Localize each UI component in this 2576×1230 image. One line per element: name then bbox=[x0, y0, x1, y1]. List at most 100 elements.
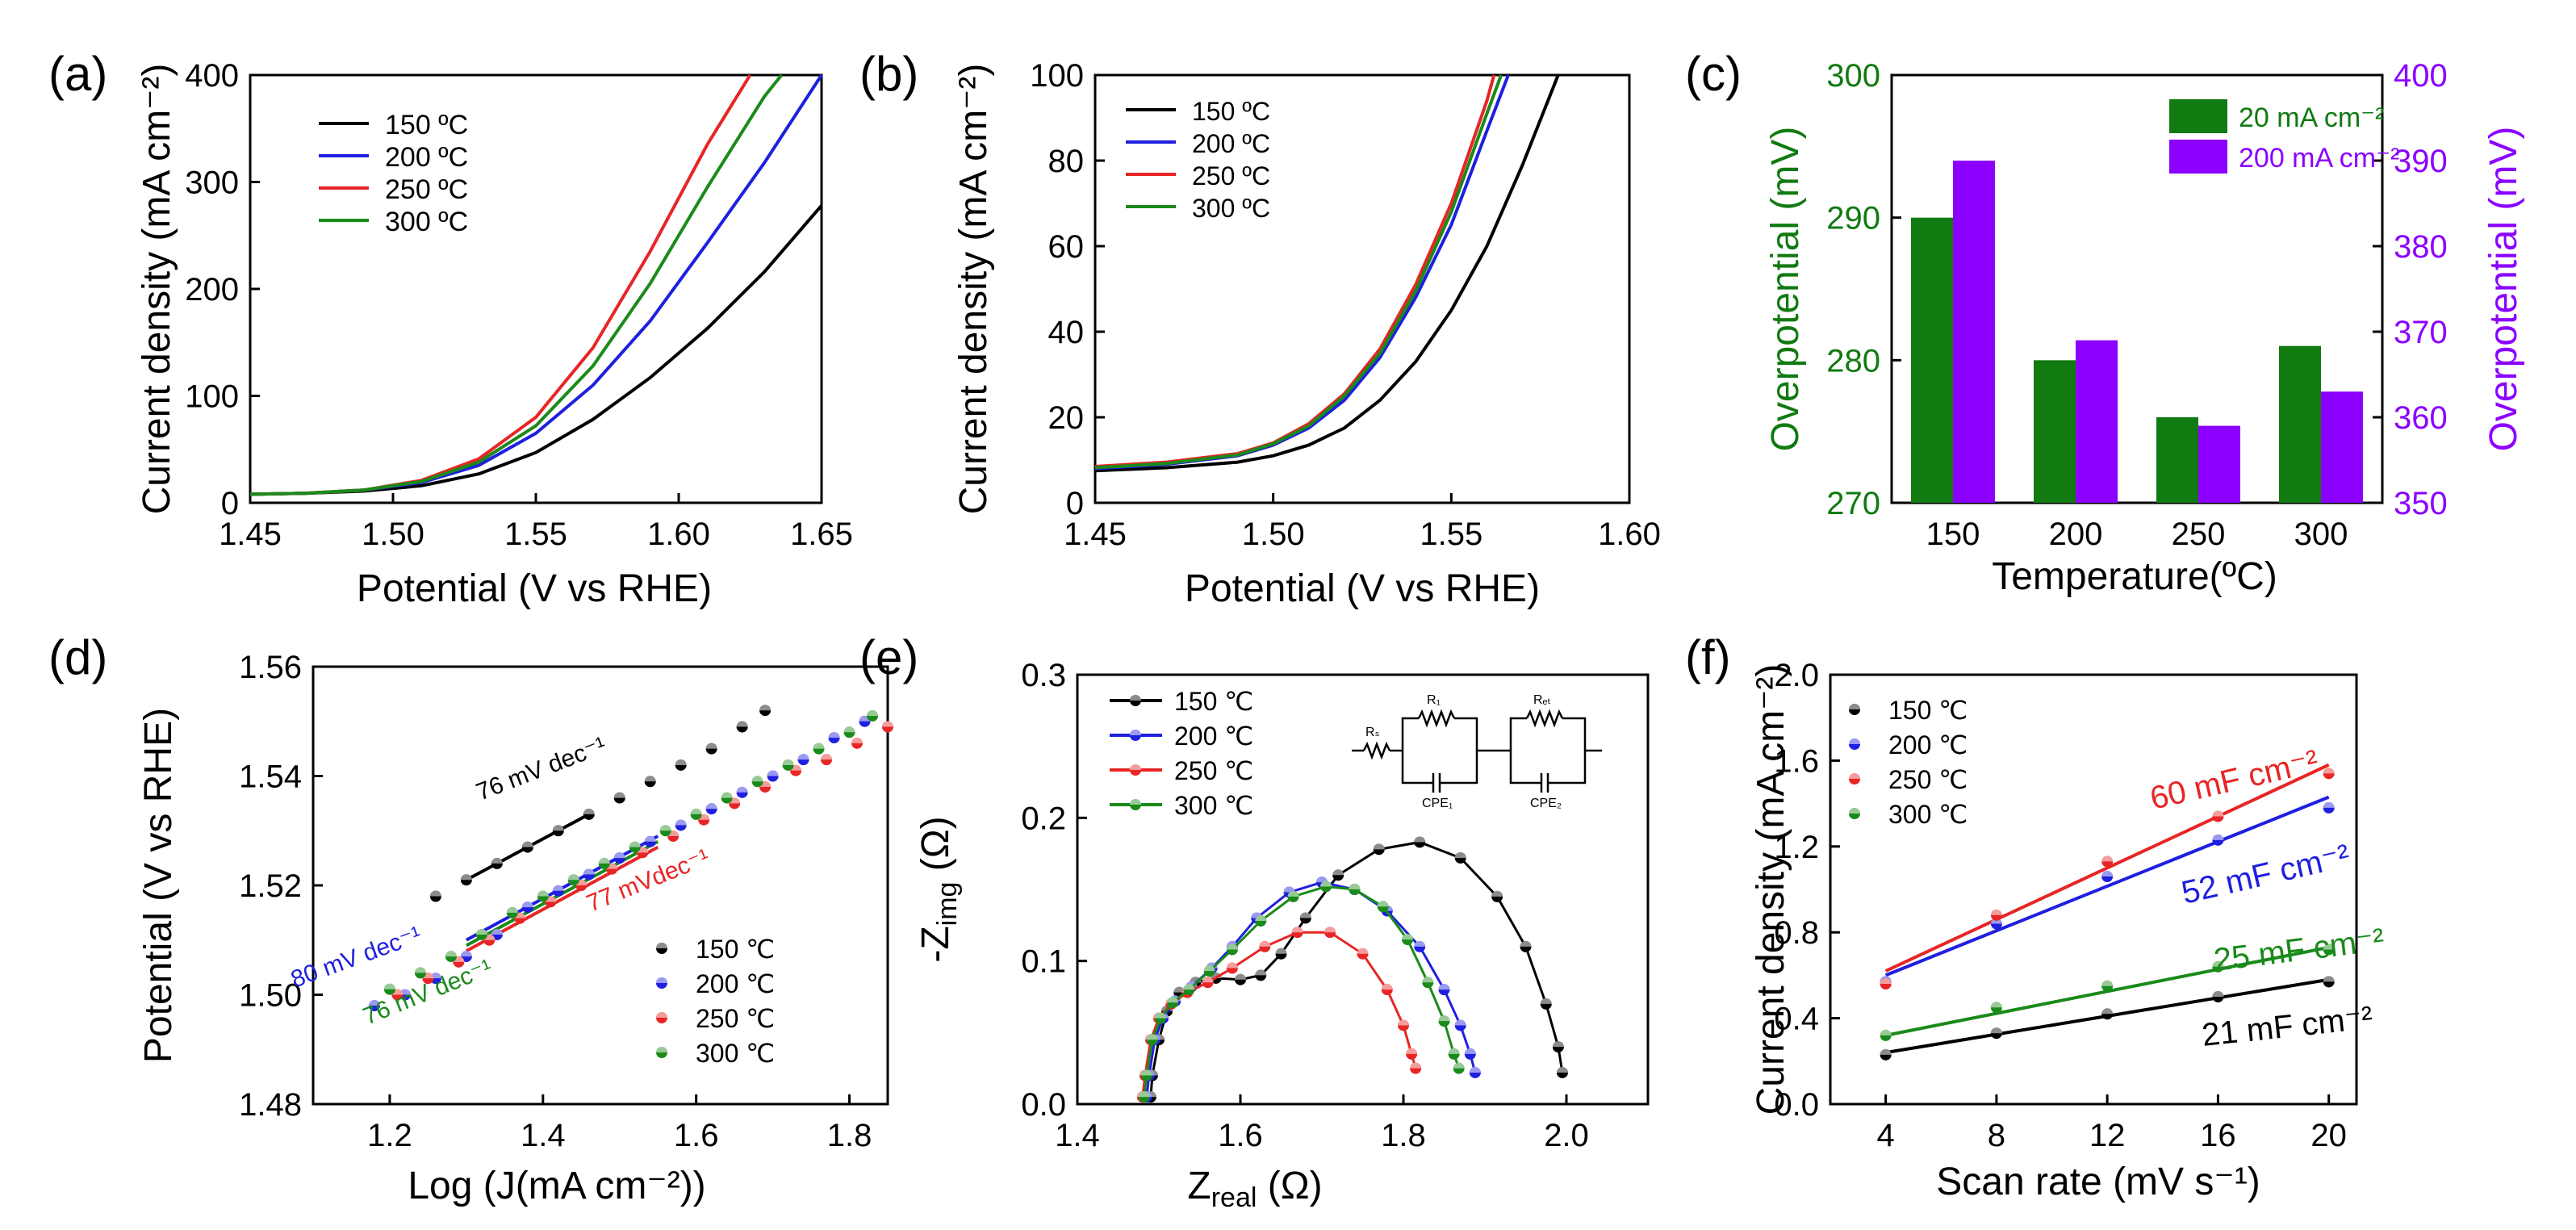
wire bbox=[1440, 751, 1478, 784]
legend-entry-f: 300 ℃ bbox=[1888, 800, 1968, 829]
data-point-f bbox=[2323, 768, 2335, 780]
y-axis-label-a: Current density (mA cm⁻²) bbox=[136, 64, 178, 515]
data-point-d bbox=[368, 1000, 380, 1012]
data-point-d bbox=[383, 983, 395, 995]
data-point-highlight bbox=[656, 1012, 667, 1018]
x-tick-label-e: 1.4 bbox=[1055, 1118, 1100, 1153]
y-label-sub: img bbox=[932, 882, 963, 927]
resistor-rct bbox=[1525, 709, 1564, 728]
wire bbox=[1509, 751, 1541, 784]
data-point-e bbox=[1255, 969, 1267, 981]
y-tick-label-a: 100 bbox=[185, 379, 239, 415]
x-tick-label-c: 200 bbox=[2049, 517, 2103, 552]
data-point-highlight bbox=[567, 874, 579, 881]
x-tick-label-a: 1.65 bbox=[790, 517, 853, 552]
data-point-e bbox=[1140, 1069, 1152, 1081]
data-point-highlight bbox=[644, 835, 656, 842]
legend-entry-f: 200 ℃ bbox=[1888, 730, 1968, 759]
legend-entry-a: 250 ºC bbox=[385, 174, 468, 205]
data-point-e bbox=[1291, 927, 1303, 939]
data-point-d bbox=[552, 825, 564, 837]
data-point-highlight bbox=[521, 841, 533, 847]
y-tick-label-b: 40 bbox=[1048, 315, 1085, 350]
data-point-highlight bbox=[659, 825, 671, 831]
data-point-highlight bbox=[690, 808, 702, 814]
data-point-f bbox=[1990, 1002, 2002, 1014]
y-tick-label-c: 270 bbox=[1826, 486, 1880, 521]
data-point-e-legend bbox=[1130, 764, 1141, 776]
data-point-highlight bbox=[1849, 773, 1860, 779]
x-tick-label-f: 16 bbox=[2200, 1118, 2236, 1153]
data-point-e bbox=[1469, 1066, 1481, 1078]
data-point-highlight bbox=[1259, 940, 1271, 947]
legend-entry-e: 150 ℃ bbox=[1174, 687, 1253, 716]
data-point-highlight bbox=[1540, 998, 1552, 1004]
data-point-highlight bbox=[1438, 1015, 1450, 1022]
circuit-label: CPE₂ bbox=[1530, 797, 1562, 810]
data-point-highlight bbox=[1990, 909, 2002, 915]
data-point-highlight bbox=[675, 759, 687, 765]
legend-entry-d: 250 ℃ bbox=[696, 1004, 775, 1033]
data-point-highlight bbox=[843, 726, 855, 733]
data-point-highlight bbox=[2323, 768, 2335, 774]
series-line-b-1 bbox=[1094, 74, 1510, 471]
data-point-highlight bbox=[2101, 871, 2114, 877]
data-point-e bbox=[1406, 1048, 1418, 1060]
bar-20mA-150 bbox=[1911, 217, 1953, 503]
data-point-highlight bbox=[656, 1047, 667, 1052]
x-tick-label-b: 1.60 bbox=[1598, 517, 1661, 552]
x-axis-label-a: Potential (V vs RHE) bbox=[357, 567, 712, 610]
bar-200mA-300 bbox=[2321, 391, 2363, 503]
data-point-e bbox=[1155, 1012, 1167, 1024]
legend-entry-b: 150 ºC bbox=[1192, 97, 1270, 126]
data-point-d bbox=[429, 890, 441, 902]
data-point-highlight bbox=[2212, 991, 2224, 997]
y-tick-label-b: 0 bbox=[1066, 486, 1084, 521]
data-point-d bbox=[797, 754, 809, 766]
y-axis-label-f: Current density (mA cm⁻²) bbox=[1750, 664, 1792, 1115]
data-point-e bbox=[1438, 1015, 1450, 1027]
bar-20mA-300 bbox=[2279, 345, 2321, 503]
y-tick-label-d: 1.52 bbox=[239, 868, 302, 904]
legend-entry-c: 20 mA cm⁻² bbox=[2239, 102, 2384, 133]
data-point-f bbox=[1990, 1027, 2002, 1040]
data-point-f bbox=[2323, 943, 2335, 956]
x-tick-label-f: 8 bbox=[1988, 1118, 2005, 1153]
legend-entry-f: 150 ℃ bbox=[1888, 696, 1968, 725]
data-point-e bbox=[1414, 836, 1426, 848]
data-point-d bbox=[721, 792, 733, 804]
data-point-d bbox=[736, 721, 748, 733]
data-point-e bbox=[1422, 977, 1434, 989]
y-tick-label-right-c: 380 bbox=[2394, 229, 2448, 265]
y-tick-label-e: 0.2 bbox=[1021, 801, 1066, 836]
x-tick-label-b: 1.45 bbox=[1064, 517, 1127, 552]
data-point-e bbox=[1491, 890, 1503, 902]
data-point-d bbox=[583, 868, 595, 881]
data-point-e-legend bbox=[1130, 730, 1141, 741]
data-point-highlight bbox=[736, 786, 748, 793]
data-point-highlight bbox=[1167, 997, 1179, 1003]
legend-entry-f: 250 ℃ bbox=[1888, 765, 1968, 794]
data-point-highlight bbox=[583, 808, 595, 814]
data-point-highlight bbox=[1146, 1034, 1158, 1040]
x-tick-label-b: 1.55 bbox=[1420, 517, 1482, 552]
data-point-f bbox=[1990, 909, 2002, 921]
x-tick-label-c: 250 bbox=[2172, 517, 2226, 552]
x-tick-label-a: 1.45 bbox=[219, 517, 282, 552]
data-point-highlight bbox=[1183, 984, 1195, 990]
data-point-highlight bbox=[813, 743, 825, 749]
data-point-d-legend bbox=[656, 1012, 667, 1023]
data-point-e bbox=[1402, 934, 1414, 946]
data-point-highlight bbox=[1283, 886, 1295, 893]
wire bbox=[1401, 717, 1419, 751]
data-point-highlight bbox=[1140, 1069, 1152, 1076]
data-point-e bbox=[1226, 962, 1238, 974]
panel-label-f: (f) bbox=[1685, 630, 1731, 684]
y-tick-label-right-c: 360 bbox=[2394, 400, 2448, 436]
data-point-d bbox=[414, 967, 426, 979]
data-point-highlight bbox=[1849, 808, 1860, 814]
y-tick-label-f: 2.0 bbox=[1774, 658, 1819, 693]
data-point-highlight bbox=[1130, 764, 1141, 770]
x-tick-label-e: 1.6 bbox=[1218, 1118, 1263, 1153]
series-line-a-3 bbox=[249, 73, 784, 496]
